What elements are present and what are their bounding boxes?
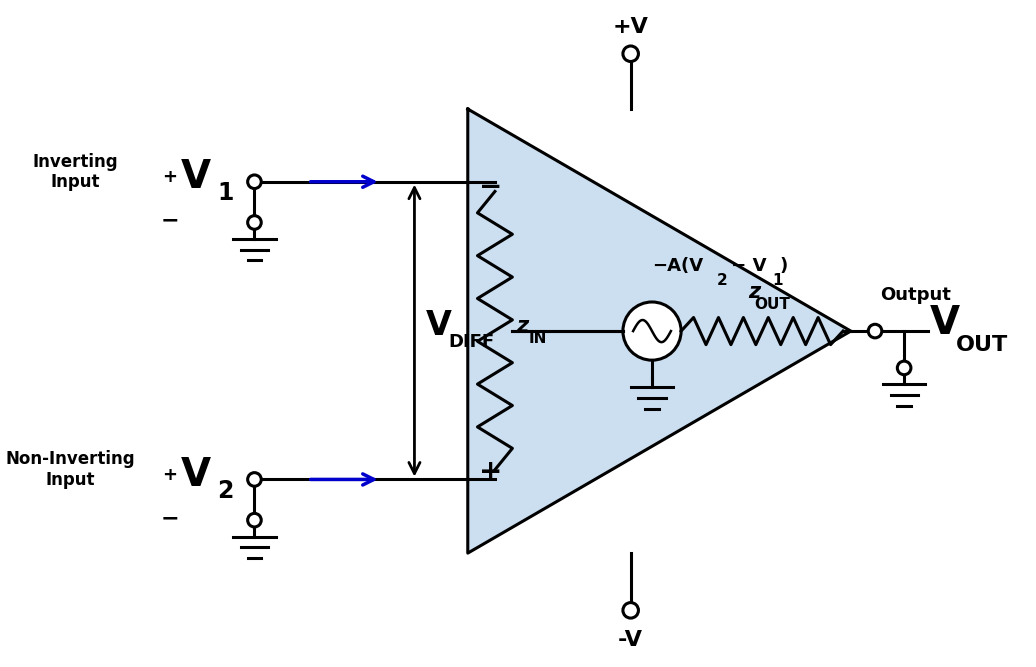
Text: 1: 1 (772, 273, 783, 288)
Text: z: z (516, 315, 528, 336)
Text: +: + (163, 168, 177, 186)
Circle shape (248, 514, 261, 527)
Text: V: V (426, 309, 452, 342)
Text: +: + (480, 458, 502, 486)
Text: −: − (161, 508, 179, 528)
Circle shape (623, 302, 681, 360)
Text: V: V (181, 456, 211, 494)
Text: Inverting
Input: Inverting Input (32, 153, 118, 191)
Text: −: − (480, 173, 502, 201)
Text: 2: 2 (218, 479, 234, 503)
Text: DIFF: DIFF (449, 334, 494, 352)
Text: OUT: OUT (754, 297, 789, 311)
Text: IN: IN (528, 331, 547, 346)
Circle shape (248, 473, 261, 486)
Circle shape (623, 602, 638, 618)
Circle shape (248, 215, 261, 229)
Text: +V: +V (612, 17, 649, 37)
Circle shape (897, 361, 911, 375)
Text: Output: Output (880, 286, 951, 304)
Text: ): ) (779, 257, 787, 275)
Text: -V: -V (618, 630, 643, 650)
Polygon shape (468, 109, 851, 553)
Text: −A(V: −A(V (652, 257, 703, 275)
Circle shape (248, 175, 261, 189)
Text: −: − (161, 211, 179, 231)
Circle shape (868, 324, 882, 338)
Text: +: + (163, 466, 177, 484)
Text: V: V (181, 158, 211, 196)
Text: 2: 2 (717, 273, 727, 288)
Text: OUT: OUT (955, 335, 1008, 355)
Circle shape (623, 46, 638, 61)
Text: 1: 1 (218, 181, 234, 205)
Text: V: V (930, 304, 960, 342)
Text: Non-Inverting
Input: Non-Inverting Input (5, 450, 135, 489)
Text: − V: − V (725, 257, 767, 275)
Text: z: z (748, 282, 760, 302)
